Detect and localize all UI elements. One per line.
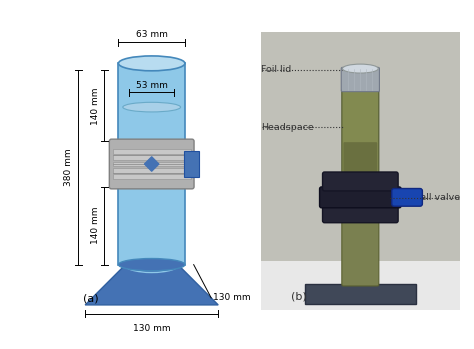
FancyBboxPatch shape (342, 219, 379, 286)
Bar (113, 155, 191, 160)
Text: 140 mm: 140 mm (91, 207, 100, 244)
FancyBboxPatch shape (342, 89, 379, 176)
FancyBboxPatch shape (322, 172, 398, 191)
FancyBboxPatch shape (305, 284, 416, 304)
Text: Foil lid: Foil lid (261, 65, 291, 74)
Text: (b): (b) (291, 291, 307, 301)
Text: 380 mm: 380 mm (64, 149, 73, 186)
FancyBboxPatch shape (319, 187, 401, 208)
FancyBboxPatch shape (392, 188, 422, 206)
FancyBboxPatch shape (322, 204, 398, 223)
Bar (113, 162, 191, 166)
Text: 53 mm: 53 mm (136, 81, 168, 90)
Text: 130 mm: 130 mm (213, 294, 251, 302)
Text: Headspace: Headspace (261, 123, 314, 132)
Text: 63 mm: 63 mm (136, 30, 168, 39)
Text: Ball valve: Ball valve (414, 193, 460, 202)
Bar (113, 149, 191, 154)
Bar (184, 151, 199, 177)
Ellipse shape (123, 102, 181, 112)
Polygon shape (85, 265, 218, 305)
FancyBboxPatch shape (344, 142, 377, 174)
Ellipse shape (118, 56, 185, 71)
Bar (261, 260, 460, 310)
Polygon shape (145, 157, 159, 171)
Ellipse shape (118, 259, 185, 271)
Text: 130 mm: 130 mm (133, 324, 171, 333)
FancyBboxPatch shape (109, 139, 194, 189)
Ellipse shape (342, 64, 378, 73)
FancyBboxPatch shape (341, 67, 379, 92)
Text: 140 mm: 140 mm (91, 87, 100, 125)
Bar (113, 168, 191, 173)
Text: (a): (a) (83, 293, 99, 303)
Bar (118, 64, 185, 265)
Bar (113, 174, 191, 179)
Bar (261, 32, 460, 270)
